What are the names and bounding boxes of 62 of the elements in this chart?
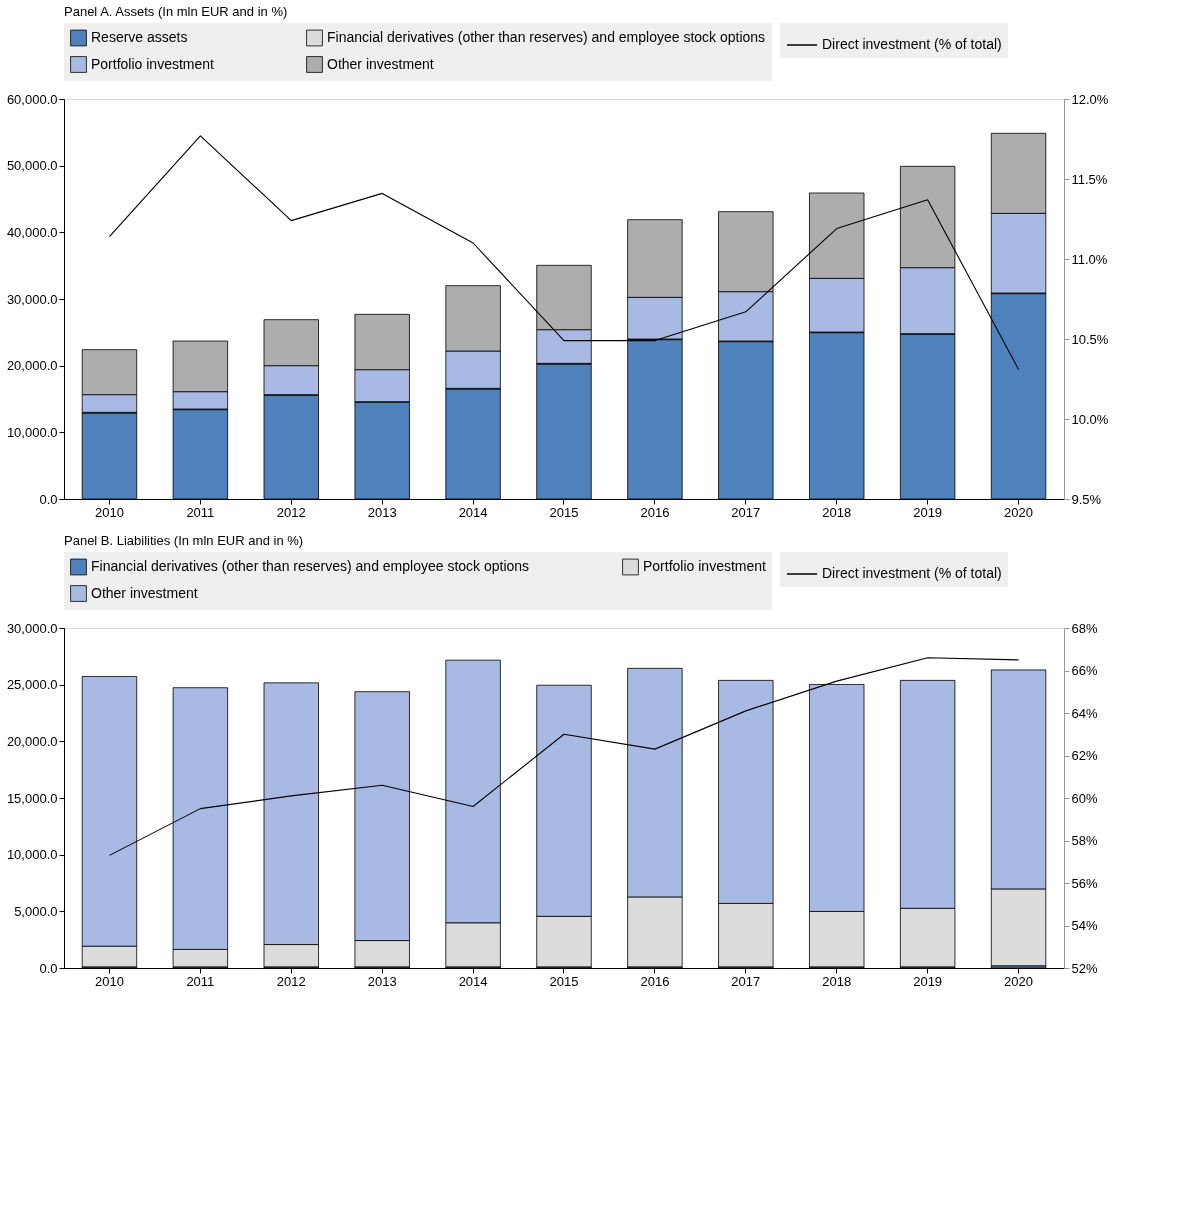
y2-tick-label: 56% <box>1071 875 1098 891</box>
x-tick-label: 2014 <box>458 504 488 520</box>
x-tick-label: 2015 <box>549 504 579 520</box>
x-tick-label: 2019 <box>913 504 943 520</box>
legend-label: Direct investment (% of total) <box>822 565 1002 581</box>
y2-tick-label: 58% <box>1071 833 1098 848</box>
x-tick-label: 2017 <box>731 973 761 989</box>
y-tick-label: 40,000.0 <box>6 224 58 240</box>
chart-title: Panel A. Assets (In mln EUR and in %) <box>64 4 288 19</box>
x-tick-label: 2010 <box>94 973 124 989</box>
x-tick-label: 2014 <box>458 973 488 989</box>
x-tick-label: 2011 <box>186 504 215 520</box>
x-tick-label: 2013 <box>367 973 397 989</box>
x-tick-label: 2011 <box>186 973 215 989</box>
x-tick-label: 2016 <box>640 973 670 989</box>
y2-tick-label: 68% <box>1071 620 1098 636</box>
legend-label: Reserve assets <box>91 29 188 45</box>
y-tick-label: 5,000.0 <box>14 903 58 919</box>
x-tick-label: 2017 <box>731 504 761 520</box>
y-tick-label: 50,000.0 <box>6 158 58 174</box>
y2-tick-label: 66% <box>1071 663 1098 678</box>
y-tick-label: 10,000.0 <box>6 424 58 440</box>
x-tick-label: 2019 <box>913 973 943 989</box>
y2-tick-label: 60% <box>1071 790 1098 806</box>
y2-tick-label: 10.0% <box>1071 411 1109 427</box>
y2-tick-label: 64% <box>1071 705 1098 721</box>
x-tick-label: 2018 <box>822 504 852 520</box>
y2-tick-label: 62% <box>1071 748 1098 763</box>
x-tick-label: 2012 <box>276 973 306 989</box>
y2-tick-label: 12.0% <box>1071 91 1109 107</box>
legend-label: Other investment <box>91 584 198 601</box>
y2-tick-label: 11.0% <box>1071 251 1108 267</box>
legend-label: Financial derivatives (other than reserves) and employee stock options <box>91 558 530 574</box>
y-tick-label: 10,000.0 <box>6 847 58 863</box>
y2-tick-label: 52% <box>1071 960 1098 976</box>
legend-label: Direct investment (% of total) <box>822 36 1002 52</box>
y2-tick-label: 9.5% <box>1071 491 1102 507</box>
y-tick-label: 20,000.0 <box>6 733 58 749</box>
y-tick-label: 25,000.0 <box>6 677 58 693</box>
legend-label: Portfolio investment <box>643 558 767 574</box>
y-tick-label: 0.0 <box>39 960 58 976</box>
legend-label: Financial derivatives (other than reserves) and employee stock options <box>327 29 766 45</box>
y-tick-label: 15,000.0 <box>6 790 58 806</box>
y-tick-label: 0.0 <box>39 491 58 507</box>
y2-tick-label: 10.5% <box>1071 331 1109 347</box>
y-tick-label: 30,000.0 <box>6 620 58 636</box>
x-tick-label: 2018 <box>822 973 852 989</box>
x-tick-label: 2016 <box>640 504 670 520</box>
x-tick-label: 2013 <box>367 504 397 520</box>
legend-label: Portfolio investment <box>91 55 215 72</box>
legend-label: Other investment <box>327 55 434 72</box>
y-tick-label: 30,000.0 <box>6 291 58 307</box>
x-tick-label: 2015 <box>549 973 579 989</box>
x-tick-label: 2012 <box>276 504 306 520</box>
x-tick-label: 2020 <box>1004 973 1034 989</box>
y2-tick-label: 54% <box>1071 918 1098 933</box>
y-tick-label: 60,000.0 <box>6 91 58 107</box>
y2-tick-label: 11.5% <box>1071 171 1108 187</box>
chart-title: Panel B. Liabilities (In mln EUR and in %) <box>64 533 304 548</box>
y-tick-label: 20,000.0 <box>6 358 58 374</box>
x-tick-label: 2020 <box>1004 504 1034 520</box>
x-tick-label: 2010 <box>94 504 124 520</box>
